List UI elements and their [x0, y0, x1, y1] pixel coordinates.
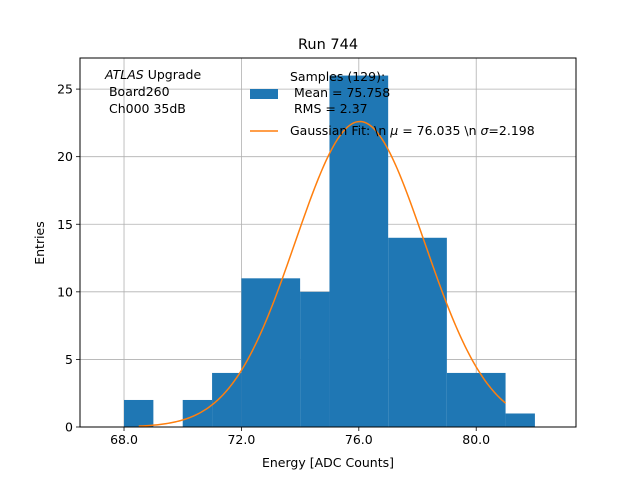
y-tick-label-5: 25 [57, 82, 73, 97]
annotation-line-3: Ch000 35dB [105, 101, 186, 116]
legend-samples-line-3: RMS = 2.37 [290, 101, 368, 116]
legend-fit-mu: μ [389, 123, 398, 138]
x-tick-label-3: 80.0 [462, 432, 490, 447]
histogram-bar-8 [446, 372, 506, 427]
legend-fit-label: Gaussian Fit: \n μ = 76.035 \n σ=2.198 [290, 123, 535, 138]
legend: Samples (129): Mean = 75.758 RMS = 2.37 … [250, 69, 535, 138]
legend-fit-mid: = 76.035 \n [398, 123, 480, 138]
y-axis-ticks: 0 5 10 15 20 25 [57, 82, 80, 435]
x-tick-label-0: 68.0 [110, 432, 138, 447]
annotation-atlas: ATLAS [104, 67, 144, 82]
annotation-upgrade: Upgrade [144, 67, 202, 82]
plot-frame [79, 57, 577, 428]
y-tick-label-3: 15 [57, 217, 73, 232]
y-tick-label-4: 20 [57, 149, 73, 164]
histogram-bar-7 [388, 237, 447, 427]
atlas-annotation: ATLAS Upgrade Board260 Ch000 35dB [104, 67, 201, 116]
y-tick-label-2: 10 [57, 284, 73, 299]
histogram-bar-9 [505, 413, 535, 427]
histogram-bar-0 [124, 399, 154, 427]
legend-samples-line-1: Samples (129): [290, 69, 385, 84]
legend-fit-prefix: Gaussian Fit: \n [290, 123, 390, 138]
legend-fit-sigma: σ [480, 123, 489, 138]
x-tick-label-1: 72.0 [227, 432, 255, 447]
annotation-line-1: ATLAS Upgrade [104, 67, 201, 82]
x-axis-label: Energy [ADC Counts] [262, 455, 394, 470]
histogram-bar-3 [212, 372, 242, 427]
gaussian-fit-curve [138, 120, 507, 427]
gaussian-fit [138, 120, 507, 427]
legend-fit-suffix: =2.198 [488, 123, 534, 138]
y-tick-label-1: 5 [65, 352, 73, 367]
legend-swatch-samples [250, 89, 278, 99]
y-axis-label: Entries [32, 221, 47, 265]
annotation-line-2: Board260 [105, 84, 170, 99]
y-tick-label-0: 0 [65, 420, 73, 435]
legend-samples-line-2: Mean = 75.758 [290, 85, 390, 100]
chart-title: Run 744 [298, 37, 358, 53]
histogram-bar-4 [241, 278, 301, 427]
x-axis-ticks: 68.0 72.0 76.0 80.0 [110, 427, 490, 447]
x-tick-label-2: 76.0 [345, 432, 373, 447]
histogram-bar-5 [300, 291, 330, 427]
